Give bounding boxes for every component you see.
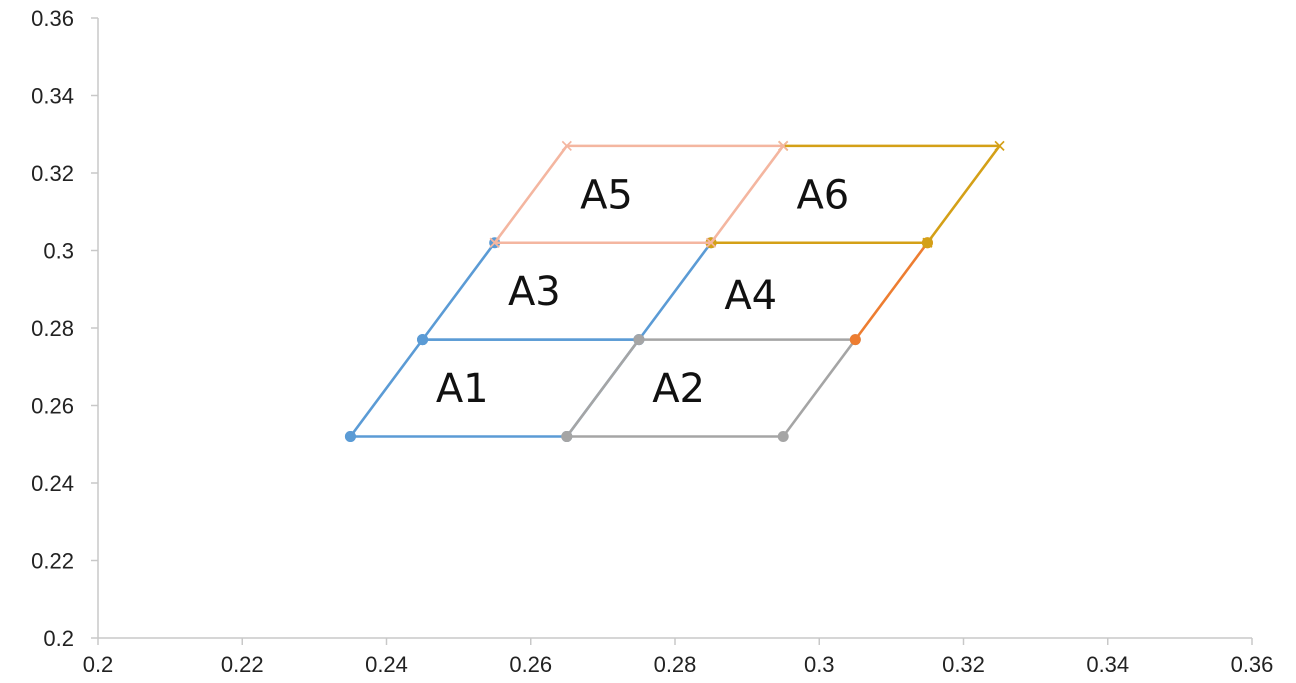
series-line [421, 241, 713, 341]
series-5 [705, 237, 933, 249]
region-label-a5: A5 [580, 172, 633, 218]
region-label-a6: A6 [796, 172, 849, 218]
x-tick-label: 0.24 [365, 652, 408, 677]
region-label-a1: A1 [436, 366, 489, 412]
data-point [922, 237, 933, 248]
y-tick-label: 0.34 [31, 84, 74, 109]
series-line [854, 241, 929, 341]
axes: 0.2 0.22 0.24 0.26 0.28 0.3 0.32 0.34 0.36 0.2 0.2… [31, 6, 1273, 677]
y-tick-label: 0.22 [31, 549, 74, 574]
series-line [349, 338, 641, 438]
x-tick-label: 0.32 [942, 652, 985, 677]
series-2 [417, 237, 717, 346]
x-tick-label: 0.22 [221, 652, 264, 677]
series-4 [849, 237, 933, 346]
region-label-a2: A2 [652, 366, 705, 412]
series-3 [561, 334, 861, 442]
data-point [705, 237, 717, 248]
data-point [417, 334, 429, 346]
series-7 [489, 140, 789, 248]
region-label-a4: A4 [724, 273, 777, 319]
y-tick-label: 0.32 [31, 161, 74, 186]
x-tick-label: 0.34 [1086, 652, 1129, 677]
y-tick-label: 0.2 [43, 626, 74, 651]
data-point [849, 334, 861, 346]
series-layer [344, 140, 1005, 442]
data-point [489, 237, 500, 248]
y-tick-label: 0.24 [31, 471, 74, 496]
y-tick-label: 0.28 [31, 316, 74, 341]
region-label-a3: A3 [508, 269, 561, 315]
data-point [994, 140, 1005, 151]
data-point [777, 431, 789, 442]
data-point [778, 140, 789, 151]
x-tick-label: 0.26 [509, 652, 552, 677]
annotation-layer: A1 A2 A3 A4 A5 A6 [436, 172, 849, 412]
series-1 [344, 334, 645, 442]
data-point [344, 431, 356, 442]
x-tick-label: 0.3 [804, 652, 835, 677]
x-tick-label: 0.28 [654, 652, 697, 677]
y-tick-label: 0.3 [43, 239, 74, 264]
data-point [633, 334, 645, 346]
series-line [565, 338, 857, 438]
y-tick-label: 0.26 [31, 394, 74, 419]
x-tick-label: 0.36 [1231, 652, 1274, 677]
x-tick-label: 0.2 [83, 652, 114, 677]
data-point [561, 431, 573, 442]
y-tick-label: 0.36 [31, 6, 74, 31]
series-line [493, 144, 785, 245]
data-point [561, 140, 572, 151]
